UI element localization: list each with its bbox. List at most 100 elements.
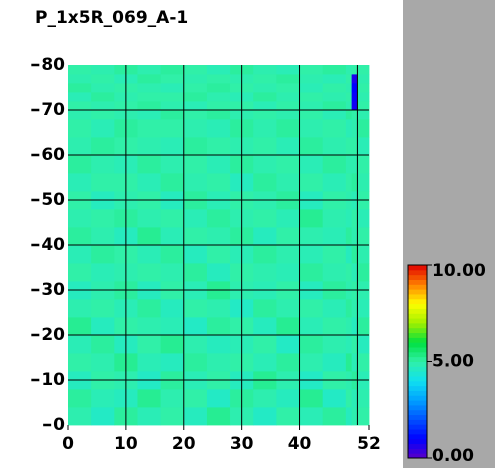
heat-cell xyxy=(91,263,115,282)
colorbar-step xyxy=(408,404,427,411)
heat-cell xyxy=(206,353,231,372)
heat-cell xyxy=(206,119,231,138)
heat-cell xyxy=(253,101,277,111)
heat-cell xyxy=(137,92,162,102)
heat-cell xyxy=(351,209,358,228)
colorbar-step xyxy=(408,356,427,362)
heat-cell xyxy=(276,227,300,246)
heat-cell xyxy=(137,83,162,93)
heat-cell xyxy=(357,119,370,138)
heat-cell xyxy=(91,209,115,228)
colorbar-step xyxy=(408,453,427,459)
heat-cell xyxy=(351,83,358,93)
heat-cell xyxy=(68,92,92,102)
colorbar-step xyxy=(408,366,427,372)
heat-cell xyxy=(351,110,358,120)
heat-cell xyxy=(160,155,185,174)
heat-cell xyxy=(137,209,162,228)
heat-cell xyxy=(183,65,208,75)
heat-cell xyxy=(206,209,231,228)
heat-cell xyxy=(357,101,370,111)
heat-cell xyxy=(299,335,324,354)
x-tick-label: 52 xyxy=(357,434,381,454)
heat-cell xyxy=(322,83,347,93)
heat-cell xyxy=(357,389,370,408)
heat-cell xyxy=(206,83,231,93)
heat-cell xyxy=(351,263,358,282)
heat-cell xyxy=(345,353,353,372)
heat-cell xyxy=(276,245,300,264)
heat-cell xyxy=(91,245,115,264)
heat-cell xyxy=(206,155,231,174)
colorbar-step xyxy=(408,400,427,406)
heat-cell xyxy=(322,101,347,111)
heat-cell xyxy=(68,317,92,336)
heat-cell xyxy=(68,83,92,93)
heat-cell xyxy=(68,173,92,192)
y-tick-label: 30 xyxy=(41,280,65,300)
colorbar-step xyxy=(408,284,427,290)
heat-cell xyxy=(322,137,347,156)
heat-cell xyxy=(299,173,324,192)
heat-cell xyxy=(183,110,208,120)
heat-cell xyxy=(137,110,162,120)
heat-cell xyxy=(276,101,300,111)
x-tick-label: 30 xyxy=(230,434,254,454)
heat-cell xyxy=(276,65,300,75)
colorbar-step xyxy=(408,429,427,435)
heat-cell xyxy=(91,155,115,174)
heat-cell xyxy=(253,209,277,228)
heat-cell xyxy=(299,83,324,93)
heat-cell xyxy=(351,65,358,75)
heat-cell xyxy=(91,227,115,246)
heat-cell xyxy=(322,353,347,372)
y-tick-label: 50 xyxy=(41,190,65,210)
heat-cell xyxy=(253,299,277,318)
heat-cell xyxy=(160,317,185,336)
heat-cell xyxy=(183,263,208,282)
heat-cell xyxy=(357,263,370,282)
heat-cell xyxy=(351,92,358,102)
heat-cell xyxy=(253,173,277,192)
colorbar-step xyxy=(408,265,427,271)
heat-cell xyxy=(345,335,353,354)
heat-cell xyxy=(276,209,300,228)
heat-cell xyxy=(345,263,353,282)
heat-cell xyxy=(351,119,358,138)
colorbar-step xyxy=(408,419,427,425)
colorbar-step xyxy=(408,443,427,449)
heat-cell xyxy=(299,263,324,282)
heat-cell xyxy=(137,353,162,372)
heat-cell xyxy=(206,173,231,192)
heat-cell xyxy=(322,209,347,228)
heat-cell xyxy=(68,137,92,156)
heat-cell xyxy=(345,92,353,102)
heat-cell xyxy=(357,353,370,372)
heat-cell xyxy=(206,74,231,84)
y-tick-label: 70 xyxy=(41,100,65,120)
heat-cell xyxy=(322,263,347,282)
colorbar-step xyxy=(408,385,427,391)
heat-cell xyxy=(160,353,185,372)
heat-cell xyxy=(276,335,300,354)
heat-cell xyxy=(351,227,358,246)
heat-cell xyxy=(183,227,208,246)
heat-cell xyxy=(91,83,115,93)
colorbar-step xyxy=(408,327,427,334)
heat-cell xyxy=(160,407,185,426)
heat-cell xyxy=(357,245,370,264)
colorbar-step xyxy=(408,289,427,295)
heat-cell xyxy=(276,92,300,102)
heat-cell xyxy=(253,65,277,75)
heat-cell xyxy=(160,263,185,282)
heat-cell xyxy=(68,110,92,120)
heat-cell xyxy=(299,317,324,336)
heat-cell xyxy=(68,335,92,354)
heat-cell xyxy=(351,74,358,84)
heat-cell xyxy=(299,299,324,318)
heat-cell xyxy=(357,317,370,336)
y-tick-label: 20 xyxy=(41,325,65,345)
heat-cell xyxy=(253,110,277,120)
colorbar-step xyxy=(408,438,427,445)
